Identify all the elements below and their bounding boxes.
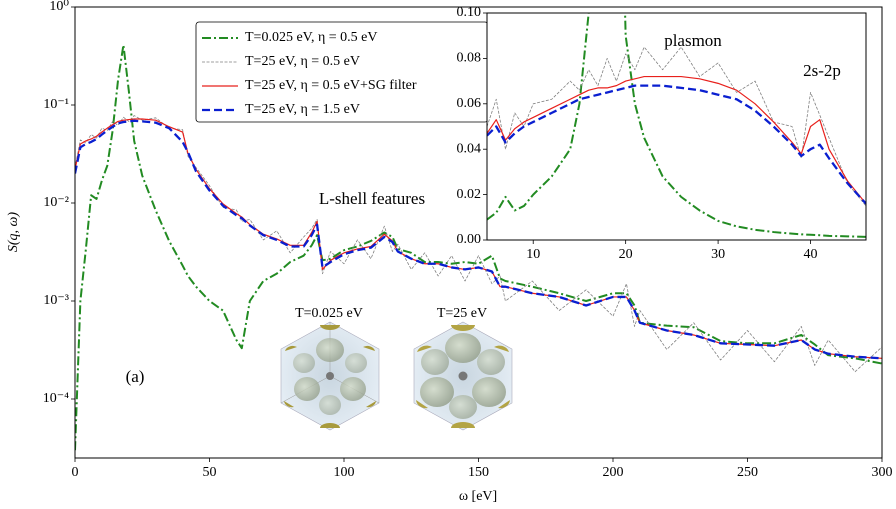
inset-plot — [487, 13, 866, 238]
annotation: L-shell features — [319, 189, 425, 208]
y-axis-label: S(q, ω) — [6, 212, 21, 253]
series-line — [487, 75, 866, 205]
series-line — [487, 46, 866, 207]
x-tick-label: 10 — [526, 247, 540, 262]
annotation: T=25 eV — [437, 306, 487, 321]
series-line — [75, 43, 882, 451]
y-tick-label: 0.08 — [457, 51, 482, 66]
structure-cube — [280, 321, 380, 431]
series-line — [487, 13, 866, 238]
annotation: T=0.025 eV — [295, 306, 363, 321]
x-axis-label: ω [eV] — [459, 489, 497, 504]
x-tick-label: 300 — [872, 465, 893, 480]
main-plot — [75, 43, 882, 451]
annotation: (a) — [126, 367, 145, 386]
inset-background — [487, 13, 866, 240]
series-line — [487, 84, 866, 205]
series-line — [75, 119, 882, 360]
x-tick-label: 30 — [711, 247, 725, 262]
x-tick-label: 50 — [203, 465, 217, 480]
structure-cube — [413, 321, 513, 431]
y-tick-label: 0.04 — [457, 141, 482, 156]
y-tick-label: 10⁻³ — [43, 293, 69, 308]
legend-label: T=25 eV, η = 1.5 eV — [245, 102, 360, 117]
legend-label: T=0.025 eV, η = 0.5 eV — [245, 30, 378, 45]
x-tick-label: 20 — [619, 247, 633, 262]
x-tick-label: 150 — [468, 465, 489, 480]
y-tick-label: 0.10 — [457, 5, 482, 20]
series-line — [75, 118, 882, 359]
legend-label: T=25 eV, η = 0.5 eV — [245, 54, 360, 69]
y-tick-label: 10⁻⁴ — [43, 391, 69, 406]
annotation: 2s-2p — [803, 61, 841, 80]
y-tick-label: 10⁻¹ — [43, 97, 69, 112]
y-tick-label: 0.00 — [457, 232, 482, 247]
x-tick-label: 200 — [603, 465, 624, 480]
y-tick-label: 0.02 — [457, 187, 482, 202]
annotation: plasmon — [664, 31, 722, 50]
inset-frame — [486, 12, 867, 241]
y-tick-label: 0.06 — [457, 96, 482, 111]
x-tick-label: 100 — [334, 465, 355, 480]
legend-label: T=25 eV, η = 0.5 eV+SG filter — [245, 78, 417, 93]
axes: 0 50 100 150 200 250 300 10⁻⁴ 10⁻³ 10⁻² 10⁻¹ 10⁰ T=0… — [43, 0, 893, 480]
y-tick-label: 10⁻² — [43, 195, 69, 210]
x-tick-label: 0 — [72, 465, 79, 480]
x-tick-label: 40 — [804, 247, 818, 262]
y-tick-label: 10⁰ — [49, 0, 69, 14]
x-tick-label: 250 — [737, 465, 758, 480]
